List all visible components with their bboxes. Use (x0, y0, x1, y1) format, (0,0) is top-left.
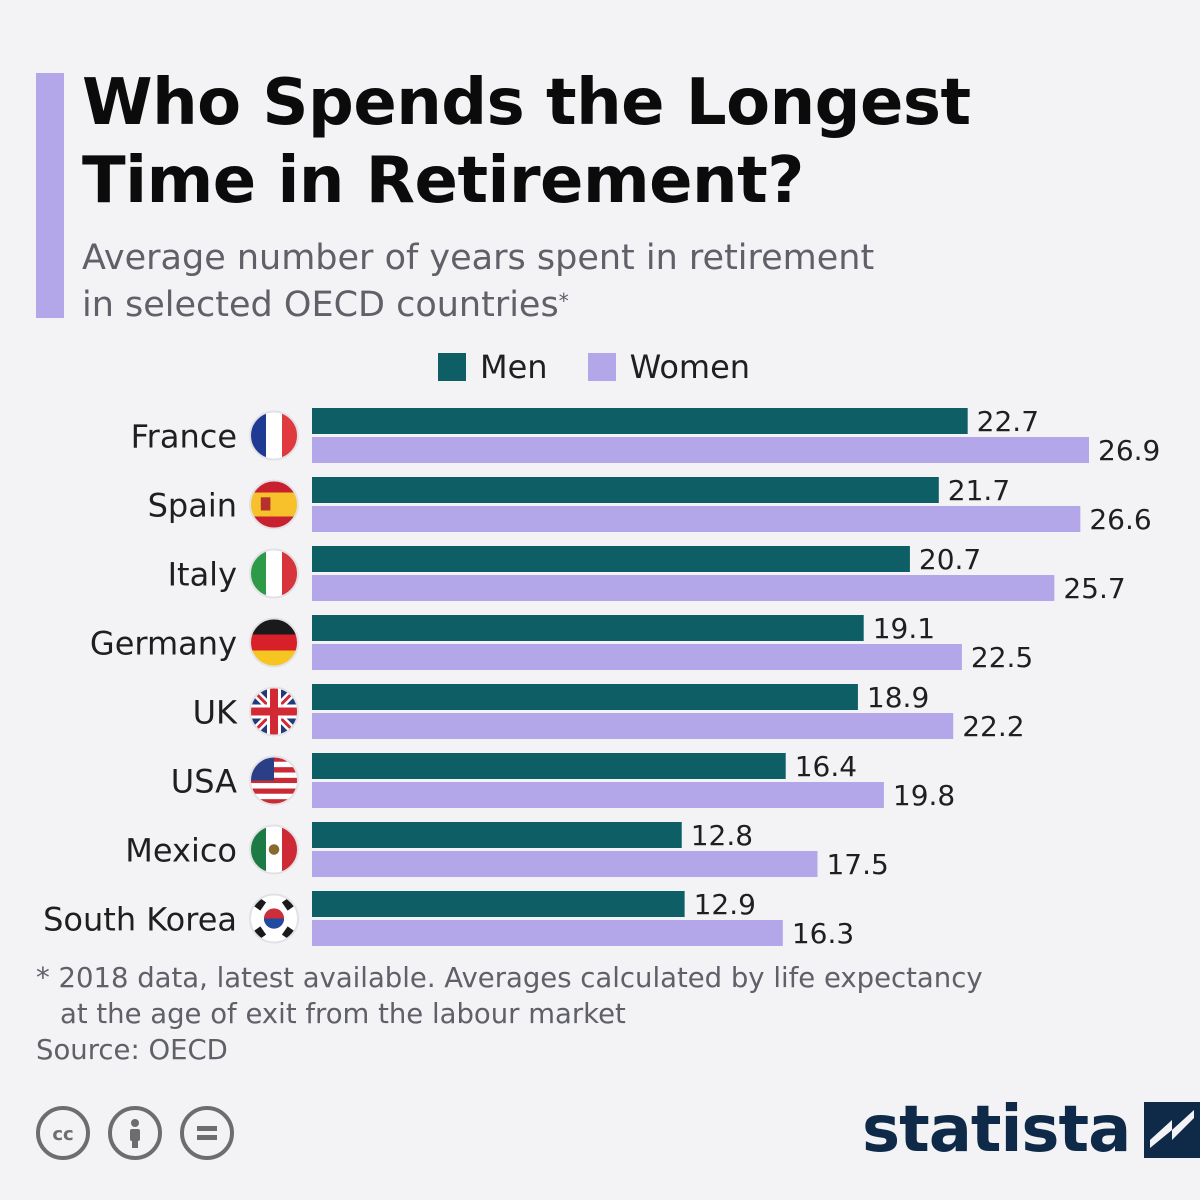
bar-women (312, 575, 1055, 601)
statista-mark-icon (1144, 1102, 1200, 1158)
accent-bar (36, 73, 64, 318)
value-label-men: 20.7 (919, 543, 981, 576)
bar-men (312, 615, 864, 641)
footnote: * 2018 data, latest available. Averages … (36, 960, 983, 1068)
value-label-men: 21.7 (948, 474, 1010, 507)
title-line-2: Time in Retirement? (82, 144, 804, 218)
bar-men (312, 822, 682, 848)
value-label-men: 19.1 (873, 612, 935, 645)
spain-flag-icon (249, 479, 299, 530)
bar-chart: France 22.7 26.9 Spain 21.7 26.6 Italy 20.7 25.7… (43, 405, 1160, 950)
legend-label-women: Women (629, 348, 751, 386)
legend-swatch-women (587, 353, 616, 381)
value-label-women: 16.3 (792, 917, 854, 950)
value-label-women: 22.2 (962, 710, 1024, 743)
value-label-men: 12.8 (691, 819, 753, 852)
value-label-women: 17.5 (826, 848, 888, 881)
svg-text:cc: cc (52, 1124, 73, 1145)
value-label-women: 19.8 (893, 779, 955, 812)
value-label-women: 25.7 (1063, 572, 1125, 605)
statista-logo[interactable]: statista (862, 1092, 1200, 1168)
value-label-men: 12.9 (694, 888, 756, 921)
value-label-men: 16.4 (795, 750, 857, 783)
brand-wordmark: statista (862, 1093, 1131, 1167)
title-line-1: Who Spends the Longest (82, 66, 971, 140)
attribution-icon[interactable] (108, 1106, 162, 1160)
category-label: Mexico (125, 832, 237, 870)
license-icons: cc (36, 1106, 252, 1160)
category-label: France (131, 418, 237, 456)
value-label-women: 26.6 (1089, 503, 1151, 536)
bar-women (312, 437, 1089, 463)
no-derivatives-icon[interactable] (180, 1106, 234, 1160)
bar-women (312, 506, 1081, 532)
value-label-women: 26.9 (1098, 434, 1160, 467)
category-label: South Korea (43, 901, 237, 939)
usa-flag-icon (249, 755, 299, 806)
bar-women (312, 713, 954, 739)
category-label: Italy (168, 556, 237, 594)
subtitle: Average number of years spent in retirem… (82, 235, 1082, 329)
footnote-line-1: * 2018 data, latest available. Averages … (36, 962, 983, 994)
bar-women (312, 920, 783, 946)
value-label-men: 18.9 (867, 681, 929, 714)
page-title: Who Spends the Longest Time in Retiremen… (82, 64, 1082, 220)
south-korea-flag-icon (249, 893, 299, 944)
bar-women (312, 644, 962, 670)
legend-item-men: Men (438, 348, 548, 386)
legend-item-women: Women (587, 348, 751, 386)
bar-men (312, 891, 685, 917)
bar-men (312, 546, 910, 572)
uk-flag-icon (249, 686, 299, 737)
cc-icon[interactable]: cc (36, 1106, 90, 1160)
mexico-flag-icon (249, 824, 299, 875)
category-label: UK (193, 694, 238, 732)
subtitle-line-2-text: in selected OECD countries (82, 285, 559, 325)
bar-men (312, 477, 939, 503)
footnote-line-2: at the age of exit from the labour marke… (60, 998, 626, 1030)
bar-women (312, 851, 818, 877)
value-label-women: 22.5 (971, 641, 1033, 674)
bar-men (312, 684, 858, 710)
subtitle-footnote-marker: * (558, 289, 569, 313)
bar-men (312, 753, 786, 779)
category-label: Spain (148, 487, 237, 525)
source-label: Source: OECD (36, 1034, 228, 1066)
bar-men (312, 408, 968, 434)
france-flag-icon (249, 410, 299, 461)
bar-women (312, 782, 884, 808)
chart-legend: Men Women (438, 348, 790, 386)
germany-flag-icon (249, 617, 299, 668)
subtitle-line-2: in selected OECD countries* (82, 282, 1082, 329)
category-label: Germany (90, 625, 237, 663)
italy-flag-icon (249, 548, 299, 599)
subtitle-line-1: Average number of years spent in retirem… (82, 238, 875, 278)
legend-label-men: Men (480, 348, 548, 386)
legend-swatch-men (438, 353, 466, 381)
category-label: USA (171, 763, 237, 801)
value-label-men: 22.7 (977, 405, 1039, 438)
